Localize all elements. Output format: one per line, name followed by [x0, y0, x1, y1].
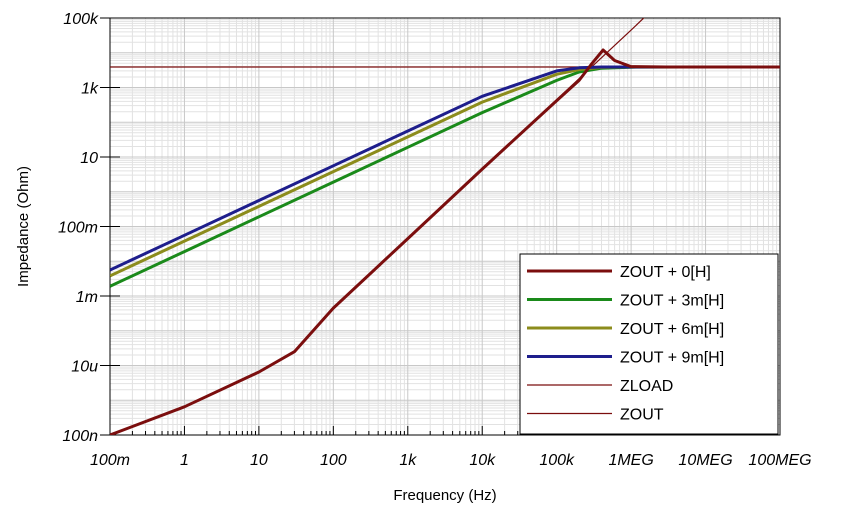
- x-tick-label: 1MEG: [608, 452, 653, 469]
- x-tick-label: 10MEG: [678, 452, 732, 469]
- legend-label: ZOUT + 6m[H]: [620, 321, 724, 338]
- x-tick-label: 100: [320, 452, 347, 469]
- legend-label: ZOUT: [620, 407, 664, 424]
- x-tick-label: 10k: [469, 452, 496, 469]
- x-axis-label: Frequency (Hz): [393, 487, 496, 504]
- x-tick-label: 1: [180, 452, 189, 469]
- legend-label: ZOUT + 0[H]: [620, 264, 711, 281]
- series-layer: [110, 18, 780, 435]
- y-tick-label: 10u: [71, 359, 98, 376]
- x-tick-label: 100MEG: [748, 452, 811, 469]
- x-tick-label: 100k: [539, 452, 575, 469]
- x-tick-label: 100m: [90, 452, 130, 469]
- x-tick-labels: 100m 1 10 100 1k 10k 100k 1MEG 10MEG 100MEG: [90, 452, 812, 469]
- series-line-0: [110, 48, 780, 435]
- legend-label: ZOUT + 9m[H]: [620, 350, 724, 367]
- y-tick-labels: 100n 10u 1m 100m 10 1k 100k: [58, 11, 99, 445]
- x-tick-label: 10: [250, 452, 268, 469]
- y-tick-label: 1m: [76, 289, 98, 306]
- y-tick-label: 1k: [81, 81, 99, 98]
- legend: ZOUT + 0[H] ZOUT + 3m[H] ZOUT + 6m[H] ZOUT …: [519, 253, 779, 435]
- y-tick-label: 100k: [63, 11, 99, 28]
- y-tick-label: 10: [80, 150, 98, 167]
- y-tick-label: 100n: [62, 428, 98, 445]
- legend-label: ZOUT + 3m[H]: [620, 293, 724, 310]
- x-tick-label: 1k: [399, 452, 417, 469]
- legend-label: ZLOAD: [620, 378, 673, 395]
- y-tick-label: 100m: [58, 220, 98, 237]
- y-axis-label: Impedance (Ohm): [15, 166, 32, 287]
- legend-box: [519, 253, 779, 435]
